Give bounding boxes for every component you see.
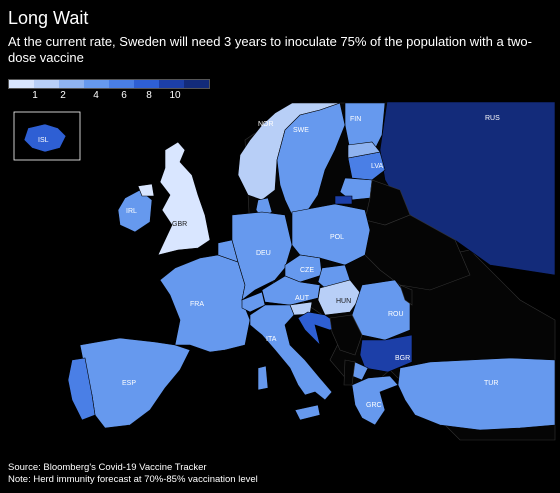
country-TUR <box>397 357 556 431</box>
label-BGR: BGR <box>395 355 410 362</box>
label-RUS: RUS <box>485 115 500 122</box>
country-GBR <box>157 141 211 256</box>
country-AUT <box>261 275 321 306</box>
legend-swatch <box>59 80 84 88</box>
label-ITA: ITA <box>266 336 277 343</box>
country-FRA <box>159 254 251 353</box>
chart-subtitle: At the current rate, Sweden will need 3 … <box>8 34 532 65</box>
legend-swatch <box>184 80 209 88</box>
country-KAL <box>334 195 353 205</box>
label-LVA: LVA <box>371 163 384 170</box>
label-TUR: TUR <box>484 380 498 387</box>
country-UKR <box>364 214 471 291</box>
country-NIR <box>137 183 155 197</box>
label-ISL: ISL <box>38 137 49 144</box>
label-SWE: SWE <box>293 127 309 134</box>
legend-swatch <box>159 80 184 88</box>
label-CZE: CZE <box>300 267 314 274</box>
country-HUN <box>317 279 363 316</box>
legend-swatch <box>134 80 159 88</box>
label-DEU: DEU <box>256 250 271 257</box>
country-CHE <box>241 291 266 313</box>
country-ITA <box>249 304 333 401</box>
country-BGR <box>359 334 413 373</box>
country-MDA <box>399 284 413 306</box>
country-SWE <box>276 102 346 216</box>
country-EST <box>347 141 381 159</box>
country-ITA-sicily <box>294 404 321 421</box>
label-AUT: AUT <box>295 295 310 302</box>
label-FIN: FIN <box>350 116 361 123</box>
country-ITA-sardinia <box>257 365 269 391</box>
label-FRA: FRA <box>190 301 204 308</box>
label-HUN: HUN <box>336 298 351 305</box>
label-GBR: GBR <box>172 221 187 228</box>
legend: 1 2 4 6 8 10 <box>8 79 210 103</box>
legend-tick: 1 <box>32 90 38 101</box>
country-GRC <box>351 375 399 426</box>
legend-swatch <box>34 80 59 88</box>
label-ROU: ROU <box>388 311 404 318</box>
source-note: Source: Bloomberg's Covid-19 Vaccine Tra… <box>8 462 258 486</box>
iceland-inset <box>13 111 81 161</box>
label-POL: POL <box>330 234 344 241</box>
legend-color-bar <box>8 79 210 89</box>
country-ISL <box>23 123 67 153</box>
label-NOR: NOR <box>258 121 274 128</box>
note-text: Note: Herd immunity forecast at 70%-85% … <box>8 474 258 485</box>
legend-tick: 8 <box>146 90 152 101</box>
country-labels: RUS NOR SWE FIN LVA ISL GBR IRL DEU POL … <box>38 115 500 409</box>
legend-swatch <box>9 80 34 88</box>
legend-ticks: 1 2 4 6 8 10 <box>8 89 208 103</box>
chart-title: Long Wait <box>8 8 89 28</box>
country-LTU <box>339 177 373 201</box>
source-text: Source: Bloomberg's Covid-19 Vaccine Tra… <box>8 462 207 473</box>
legend-tick: 6 <box>121 90 127 101</box>
legend-swatch <box>109 80 134 88</box>
legend-tick: 4 <box>93 90 99 101</box>
country-POL <box>291 203 371 266</box>
legend-tick: 2 <box>60 90 66 101</box>
label-ESP: ESP <box>122 380 136 387</box>
country-SRB <box>329 314 363 356</box>
label-IRL: IRL <box>126 208 137 215</box>
label-GRC: GRC <box>366 402 382 409</box>
europe-map: RUS NOR SWE FIN LVA ISL GBR IRL DEU POL … <box>13 101 556 441</box>
country-DEU <box>231 211 293 301</box>
legend-tick: 10 <box>169 90 181 101</box>
legend-swatch <box>84 80 109 88</box>
country-PRT <box>67 357 96 421</box>
